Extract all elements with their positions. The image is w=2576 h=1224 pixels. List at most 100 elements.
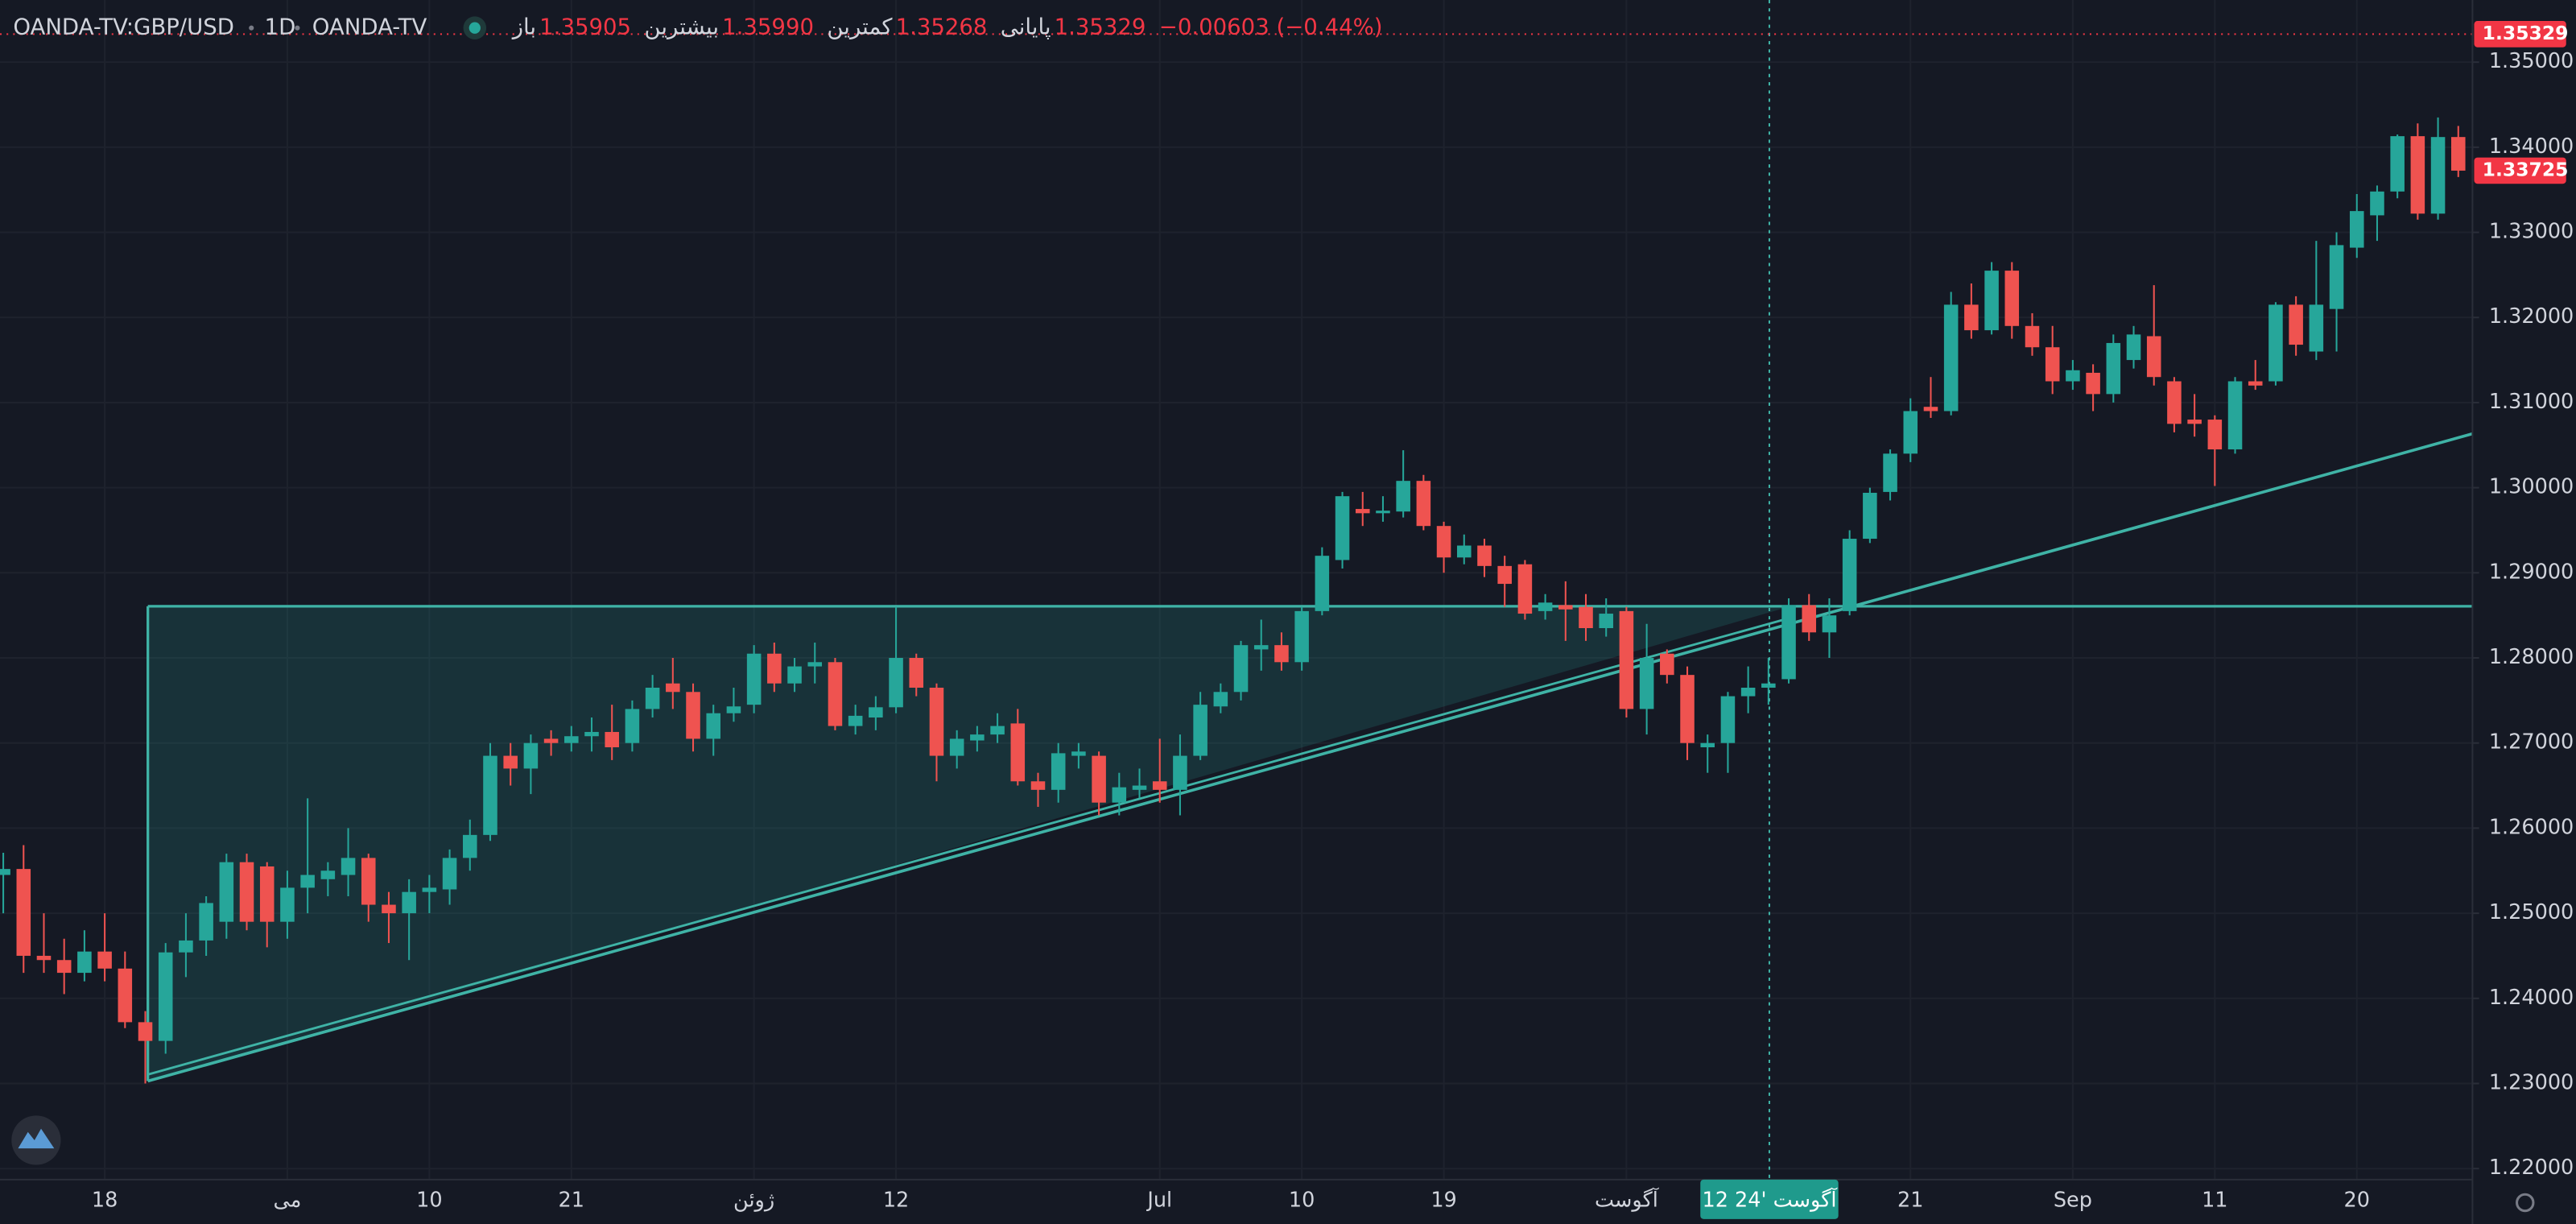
candle-body [2289, 304, 2303, 345]
y-tick-label: 1.25000 [2489, 900, 2574, 924]
candle-body [442, 858, 457, 890]
legend-value: 1.35268 [896, 14, 988, 40]
candle-body [1071, 751, 1086, 756]
candle-body [2268, 304, 2283, 382]
candle-body [2146, 336, 2161, 378]
candle-body [1883, 453, 1897, 492]
candle-body [503, 755, 518, 769]
candle-body [1376, 511, 1390, 514]
candle-body [361, 858, 376, 905]
interval: 1D [265, 14, 296, 40]
candle-body [645, 688, 660, 709]
candle-body [706, 713, 721, 739]
grid [0, 0, 2472, 1180]
candle-body [990, 726, 1005, 735]
candle-body [1761, 683, 1776, 688]
candle-body [2004, 271, 2020, 326]
y-tick-label: 1.28000 [2489, 645, 2574, 669]
candle-body [239, 862, 254, 922]
overlay [0, 0, 2473, 1180]
candle-body [1477, 545, 1492, 566]
candle-body [382, 904, 396, 914]
candle-body [1030, 781, 1046, 790]
candle-body [1416, 481, 1431, 527]
candle-body [828, 662, 843, 726]
x-tick-label: 21 [1897, 1188, 1923, 1212]
candle-body [2309, 304, 2324, 352]
candle-body [889, 658, 903, 708]
candle-body [1558, 605, 1573, 610]
candle-body [97, 951, 112, 969]
header: OANDA-TV:GBP/USD 1D OANDA-TV باز 1.35905 ب… [13, 14, 1382, 40]
logo-mark[interactable] [18, 1128, 55, 1149]
candle-body [36, 955, 52, 961]
candle-body [869, 707, 883, 717]
candle-body [1010, 723, 1026, 782]
legend-value: 1.35329 [1055, 14, 1146, 40]
candle-body [1923, 407, 1938, 411]
candle-body [1213, 692, 1228, 707]
candle-body [625, 709, 640, 743]
candle-body [2126, 334, 2141, 361]
candle-body [1517, 564, 1533, 614]
candle-body [1092, 755, 1106, 803]
candle-body [259, 866, 275, 922]
candle-body [1680, 675, 1695, 743]
candle-body [564, 736, 579, 743]
legend-label: پایانی [1001, 14, 1051, 40]
legend-change: −0.00603 (−0.44%) [1159, 14, 1383, 40]
axes: 1.22000 1.23000 1.24000 1.25000 1.26000 1.270… [92, 21, 2574, 1212]
trend-line [147, 432, 2473, 1083]
y-tick-label: 1.34000 [2489, 134, 2574, 159]
candle-body [2370, 191, 2384, 216]
candle-body [1639, 658, 1654, 709]
y-tick-label: 1.32000 [2489, 304, 2574, 329]
gear[interactable] [2516, 1193, 2535, 1213]
trend-line-inner [147, 616, 1791, 1076]
legend-label: بیشترین [644, 14, 719, 40]
candle-body [1740, 688, 1756, 697]
candle-body [1355, 509, 1370, 514]
logo[interactable] [11, 1115, 61, 1165]
candle-body [56, 960, 72, 974]
crosshair-label: 12 آگوست '24 [1700, 1179, 1839, 1219]
candle-body [1720, 696, 1736, 743]
y-tick-label: 1.31000 [2489, 390, 2574, 414]
x-tick-label: 20 [2344, 1188, 2370, 1212]
crosshair-label-box [1700, 1179, 1839, 1219]
candle-body [463, 834, 477, 858]
candle-body [2390, 136, 2405, 192]
candle-body [949, 738, 964, 756]
x-tick-label: 11 [2202, 1188, 2227, 1212]
x-tick-label: می [273, 1188, 301, 1212]
candle-body [1274, 645, 1289, 663]
settings-button[interactable] [2516, 1193, 2535, 1213]
candle-body [666, 683, 680, 693]
candle-body [2167, 381, 2182, 424]
candle-body [970, 734, 985, 741]
candle-body [2086, 372, 2100, 395]
x-tick-label: 19 [1430, 1188, 1456, 1212]
separator [295, 25, 300, 31]
x-tick-label: Jul [1146, 1188, 1172, 1212]
y-tick-label: 1.35000 [2489, 49, 2574, 73]
candle-body [807, 662, 823, 667]
candle-body [1842, 539, 1857, 611]
candle-body [1964, 304, 1979, 331]
y-tick-label: 1.33000 [2489, 220, 2574, 244]
candle-body [1903, 411, 1918, 454]
candle-body [1335, 496, 1350, 560]
candle-body [1984, 271, 1999, 331]
candle-body [1619, 610, 1634, 709]
exchange: OANDA-TV [312, 14, 427, 40]
candle-body [1599, 614, 1613, 629]
candles [0, 117, 2466, 1084]
candle-body [402, 891, 416, 914]
y-tick-label: 1.29000 [2489, 560, 2574, 584]
candle-body [1700, 742, 1715, 747]
x-tick-label: 12 [883, 1188, 909, 1212]
candle-body [280, 887, 295, 922]
candle-body [1660, 653, 1674, 676]
legend-value: 1.35990 [722, 14, 814, 40]
candle-body [2227, 381, 2243, 450]
